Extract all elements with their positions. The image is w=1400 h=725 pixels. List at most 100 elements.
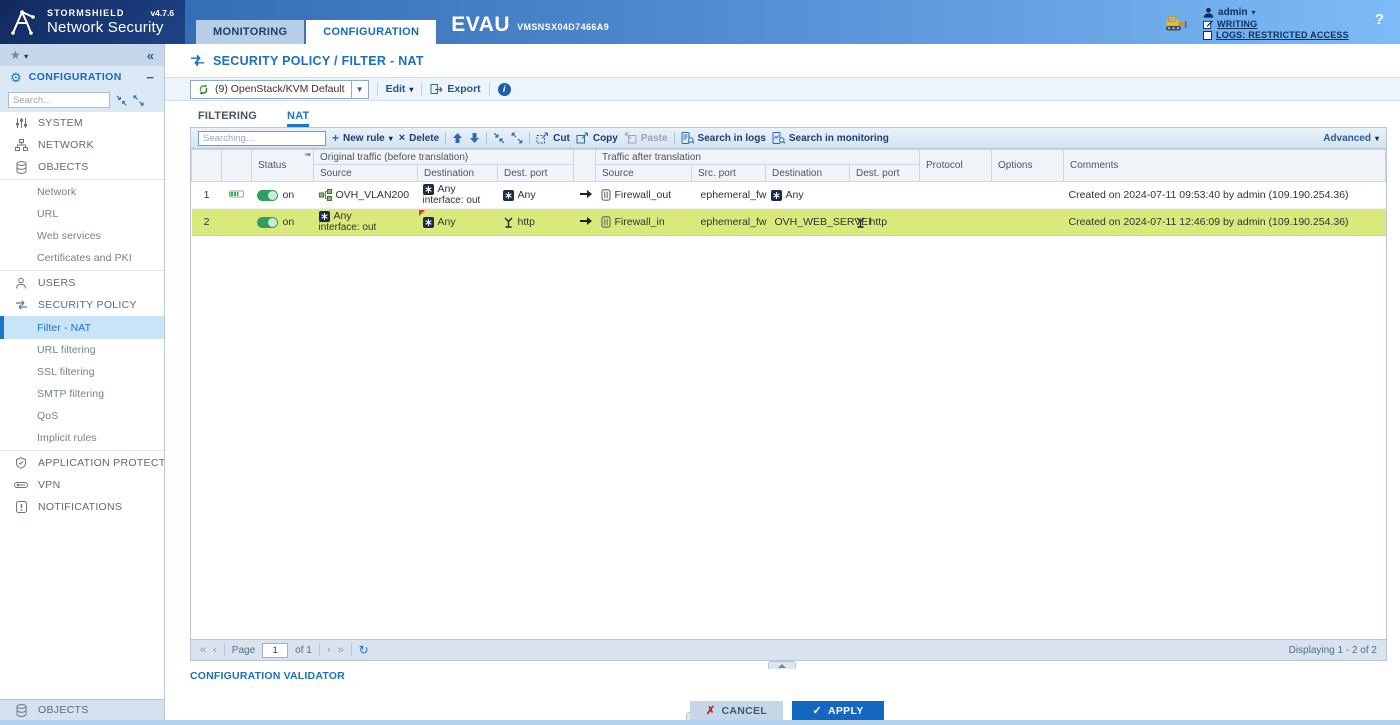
avatar-icon — [1203, 7, 1214, 18]
export-button[interactable]: Export — [430, 83, 481, 95]
advanced-menu-button[interactable]: Advanced ▾ — [1323, 132, 1379, 144]
sidebar-item-system[interactable]: SYSTEM — [0, 112, 164, 134]
sort-menu-icon[interactable]: ≡▾ — [304, 152, 311, 159]
sidebar-item-security-policy[interactable]: SECURITY POLICY — [0, 294, 164, 316]
sidebar-item-url-filtering[interactable]: URL filtering — [37, 344, 96, 356]
user-icon — [13, 277, 29, 289]
configuration-validator-link[interactable]: CONFIGURATION VALIDATOR — [190, 670, 345, 682]
refresh-icon[interactable]: ↻ — [358, 643, 369, 657]
col-usage — [221, 149, 252, 182]
panel-collapse-handle[interactable] — [768, 661, 796, 669]
collapse-all-icon[interactable] — [116, 95, 127, 106]
page-number-input[interactable] — [262, 642, 289, 658]
status-toggle[interactable] — [256, 189, 278, 201]
nat-rule-row-2[interactable]: 2 on Any — [191, 208, 1386, 236]
x-icon: × — [398, 132, 406, 144]
modified-flag-icon — [418, 210, 425, 216]
cut-button[interactable]: Cut — [536, 132, 570, 144]
info-icon[interactable]: i — [497, 82, 511, 96]
chevron-down-icon: ▾ — [1251, 8, 1256, 17]
rule-search-input[interactable] — [198, 130, 326, 146]
sidebar-item-application-protection[interactable]: APPLICATION PROTECTION — [0, 452, 164, 474]
monitoring-search-icon — [772, 132, 785, 144]
policy-toolbar: (9) OpenStack/KVM Default ▼ Edit ▾ Expor… — [165, 77, 1400, 101]
col-trans-dest-port: Dest. port — [849, 164, 921, 182]
sidebar-item-filter-nat[interactable]: Filter - NAT — [0, 316, 164, 339]
col-group-traffic-after: Traffic after translation — [595, 149, 921, 165]
appliance-identity: EVAU VMSNSX04D7466A9 — [451, 13, 609, 37]
expand-all-icon[interactable] — [133, 94, 144, 106]
tab-configuration[interactable]: CONFIGURATION — [306, 20, 437, 44]
tab-nat[interactable]: NAT — [287, 110, 310, 127]
database-icon — [13, 703, 29, 717]
writing-mode-link[interactable]: WRITING — [1203, 19, 1349, 29]
status-toggle[interactable] — [256, 216, 278, 228]
policy-selector[interactable]: (9) OpenStack/KVM Default — [190, 79, 352, 99]
sidebar-item-certificates-pki[interactable]: Certificates and PKI — [37, 252, 132, 264]
sidebar-item-implicit-rules[interactable]: Implicit rules — [37, 432, 97, 444]
appliance-name: EVAU — [451, 13, 511, 36]
move-rule-down-button[interactable] — [469, 132, 480, 144]
sidebar-item-objects-network[interactable]: Network — [37, 186, 77, 198]
sidebar-item-web-services[interactable]: Web services — [37, 230, 102, 242]
any-object-icon — [502, 189, 514, 201]
comment-cell: Created on 2024-07-11 12:46:09 by admin … — [1063, 208, 1386, 236]
main-content: SECURITY POLICY / FILTER - NAT (9) OpenS… — [165, 44, 1400, 725]
collapse-rows-icon[interactable] — [493, 132, 505, 144]
stormshield-logo-icon — [11, 10, 35, 35]
trans-dest-port-cell — [849, 181, 920, 209]
port-object-icon — [504, 217, 512, 228]
cancel-button[interactable]: ✗ CANCEL — [690, 701, 783, 720]
logs-access-link[interactable]: LOGS: RESTRICTED ACCESS — [1203, 30, 1349, 40]
policy-selector-caret[interactable]: ▼ — [351, 79, 369, 99]
sidebar-item-users[interactable]: USERS — [0, 272, 164, 294]
any-object-icon — [422, 183, 434, 195]
next-page-button[interactable]: › — [326, 644, 331, 656]
page-title: SECURITY POLICY / FILTER - NAT — [213, 53, 424, 68]
sidebar-item-smtp-filtering[interactable]: SMTP filtering — [37, 388, 105, 400]
user-menu[interactable]: admin ▾ — [1203, 7, 1349, 18]
sidebar-item-url[interactable]: URL — [37, 208, 59, 220]
favorites-star-button[interactable]: ★ ▾ — [10, 48, 29, 62]
col-group-original-traffic: Original traffic (before translation) — [312, 149, 575, 165]
vlan-object-icon — [318, 189, 332, 201]
col-status: Status ≡▾ — [251, 149, 314, 182]
sidebar-item-notifications[interactable]: NOTIFICATIONS — [0, 496, 164, 518]
new-rule-button[interactable]: + New rule ▾ — [332, 131, 393, 145]
divider — [0, 450, 164, 451]
sidebar-item-vpn[interactable]: VPN — [0, 474, 164, 496]
apply-button[interactable]: ✓ APPLY — [792, 701, 884, 720]
first-page-button[interactable]: « — [200, 644, 207, 656]
tree-minimize-button[interactable]: − — [146, 69, 154, 85]
trans-dest-port-cell: http — [849, 208, 920, 236]
sidebar-item-objects-bottom[interactable]: OBJECTS — [0, 699, 164, 720]
delete-button[interactable]: × Delete — [398, 132, 440, 144]
pagination-bar: « ‹ Page of 1 › » ↻ Displaying 1 - 2 of … — [191, 639, 1386, 660]
last-page-button[interactable]: » — [337, 644, 344, 656]
orig-dest-port-cell: Any — [497, 181, 574, 209]
sidebar-item-qos[interactable]: QoS — [37, 410, 59, 422]
rule-status-cell: on — [251, 181, 314, 209]
sidebar-item-objects[interactable]: OBJECTS — [0, 156, 164, 178]
sidebar-item-ssl-filtering[interactable]: SSL filtering — [37, 366, 95, 378]
nat-rule-row-1[interactable]: 1 on — [191, 181, 1386, 209]
expand-rows-icon[interactable] — [511, 132, 523, 144]
sidebar-search-input[interactable] — [8, 92, 110, 108]
sidebar-item-network[interactable]: NETWORK — [0, 134, 164, 156]
sidebar-collapse-button[interactable]: « — [146, 47, 154, 63]
prev-page-button[interactable]: ‹ — [213, 644, 217, 656]
search-in-monitoring-button[interactable]: Search in monitoring — [772, 132, 889, 144]
tab-monitoring[interactable]: MONITORING — [196, 20, 305, 44]
tab-filtering[interactable]: FILTERING — [198, 110, 258, 122]
copy-button[interactable]: Copy — [576, 132, 618, 144]
appliance-serial: VMSNSX04D7466A9 — [517, 22, 610, 32]
edit-button[interactable]: Edit ▾ — [385, 83, 414, 95]
search-in-logs-button[interactable]: Search in logs — [681, 132, 766, 144]
orig-dest-port-cell: http — [497, 208, 574, 236]
move-rule-up-button[interactable] — [452, 132, 463, 144]
trans-source-cell: Firewall_out — [595, 181, 692, 209]
paste-button[interactable]: Paste — [624, 132, 668, 144]
trans-destination-cell: Any — [765, 181, 850, 209]
help-button[interactable]: ? — [1374, 11, 1384, 28]
comment-cell: Created on 2024-07-11 09:53:40 by admin … — [1063, 181, 1386, 209]
